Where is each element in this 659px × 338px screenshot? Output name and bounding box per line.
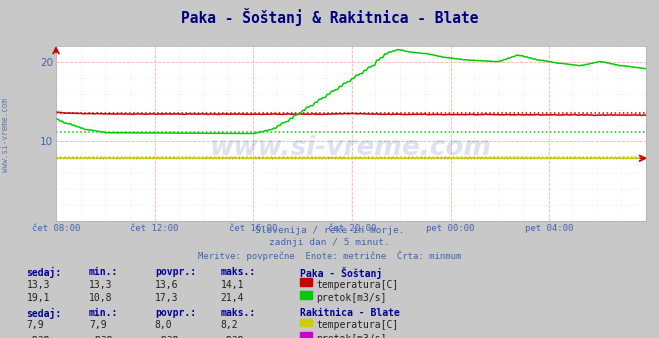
Text: 13,6: 13,6 [155, 280, 179, 290]
Text: -nan: -nan [89, 334, 113, 338]
Text: -nan: -nan [26, 334, 50, 338]
Text: 19,1: 19,1 [26, 293, 50, 303]
Text: Rakitnica - Blate: Rakitnica - Blate [300, 308, 400, 318]
Text: www.si-vreme.com: www.si-vreme.com [210, 135, 492, 161]
Text: 17,3: 17,3 [155, 293, 179, 303]
Text: 8,0: 8,0 [155, 320, 173, 331]
Text: Paka - Šoštanj & Rakitnica - Blate: Paka - Šoštanj & Rakitnica - Blate [181, 8, 478, 26]
Text: -nan: -nan [155, 334, 179, 338]
Text: min.:: min.: [89, 267, 119, 277]
Text: temperatura[C]: temperatura[C] [316, 280, 399, 290]
Text: temperatura[C]: temperatura[C] [316, 320, 399, 331]
Text: 7,9: 7,9 [89, 320, 107, 331]
Text: min.:: min.: [89, 308, 119, 318]
Text: 10,8: 10,8 [89, 293, 113, 303]
Text: povpr.:: povpr.: [155, 308, 196, 318]
Text: povpr.:: povpr.: [155, 267, 196, 277]
Text: 14,1: 14,1 [221, 280, 244, 290]
Text: Slovenija / reke in morje.: Slovenija / reke in morje. [255, 226, 404, 236]
Text: www.si-vreme.com: www.si-vreme.com [1, 98, 10, 172]
Text: 21,4: 21,4 [221, 293, 244, 303]
Text: Paka - Šoštanj: Paka - Šoštanj [300, 267, 382, 279]
Text: 7,9: 7,9 [26, 320, 44, 331]
Text: sedaj:: sedaj: [26, 308, 61, 319]
Text: pretok[m3/s]: pretok[m3/s] [316, 293, 387, 303]
Text: pretok[m3/s]: pretok[m3/s] [316, 334, 387, 338]
Text: -nan: -nan [221, 334, 244, 338]
Text: sedaj:: sedaj: [26, 267, 61, 278]
Text: maks.:: maks.: [221, 308, 256, 318]
Text: 13,3: 13,3 [89, 280, 113, 290]
Text: zadnji dan / 5 minut.: zadnji dan / 5 minut. [269, 238, 390, 247]
Text: 13,3: 13,3 [26, 280, 50, 290]
Text: 8,2: 8,2 [221, 320, 239, 331]
Text: maks.:: maks.: [221, 267, 256, 277]
Text: Meritve: povprečne  Enote: metrične  Črta: minmum: Meritve: povprečne Enote: metrične Črta:… [198, 250, 461, 261]
